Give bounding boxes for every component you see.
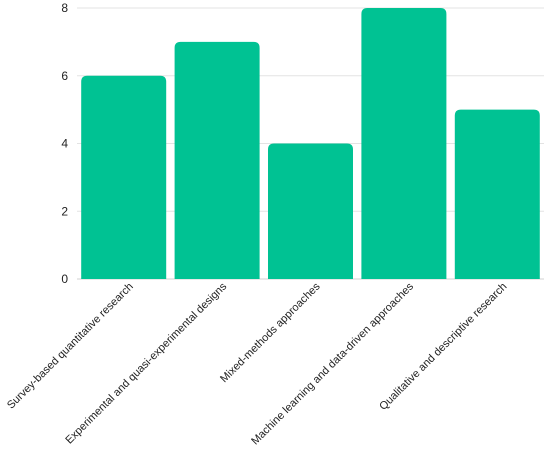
x-axis-ticks: Survey-based quantitative researchExperi…	[5, 280, 509, 447]
y-tick-label: 4	[61, 137, 68, 151]
x-tick-label: Mixed-methods approaches	[218, 280, 323, 385]
y-axis-ticks: 0 2 4 6 8	[61, 1, 68, 286]
y-tick-label: 2	[61, 204, 68, 218]
bar	[454, 109, 540, 279]
bar	[361, 8, 447, 279]
x-tick-label: Machine learning and data-driven approac…	[249, 280, 416, 447]
bar	[81, 75, 167, 279]
y-tick-label: 6	[61, 69, 68, 83]
bar	[174, 41, 260, 279]
y-tick-label: 0	[61, 272, 68, 286]
y-tick-label: 8	[61, 1, 68, 15]
x-tick-label: Experimental and quasi-experimental desi…	[63, 280, 229, 446]
bars	[81, 8, 540, 279]
bar	[268, 143, 353, 279]
